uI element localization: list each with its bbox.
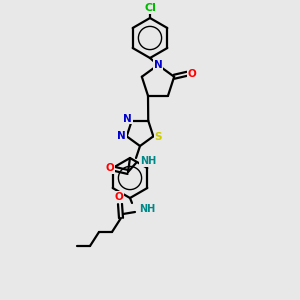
- Text: N: N: [154, 60, 162, 70]
- Text: NH: NH: [139, 204, 155, 214]
- Text: S: S: [154, 132, 162, 142]
- Text: N: N: [117, 131, 126, 141]
- Text: O: O: [188, 69, 197, 79]
- Text: Cl: Cl: [144, 3, 156, 13]
- Text: NH: NH: [140, 156, 156, 166]
- Text: O: O: [106, 163, 114, 173]
- Text: O: O: [115, 192, 123, 202]
- Text: N: N: [123, 114, 132, 124]
